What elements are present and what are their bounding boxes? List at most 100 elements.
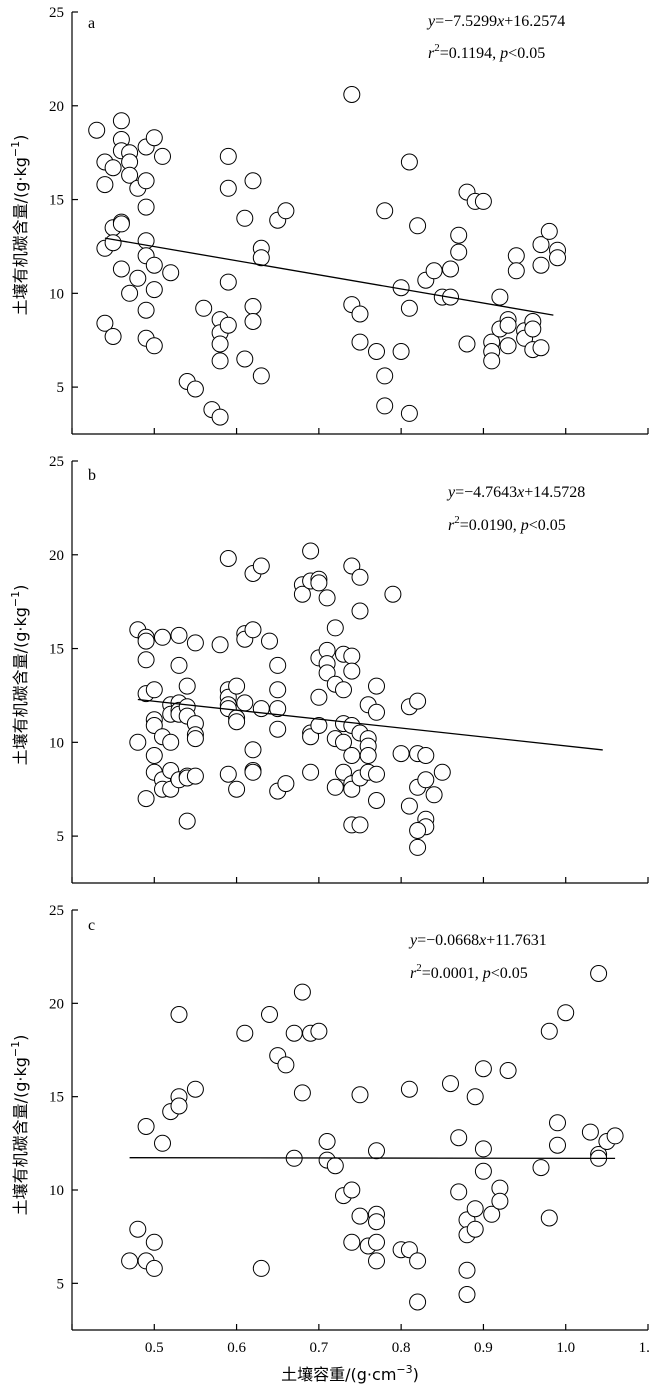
data-point [219,765,237,783]
data-point [186,380,204,398]
data-point [376,202,394,220]
data-point [104,234,122,252]
data-point [376,397,394,415]
data-point [211,352,229,370]
data-point [450,1129,468,1147]
data-point [368,1233,385,1251]
data-point [154,1134,171,1152]
data-point [137,172,155,190]
y-tick-label: 25 [49,903,64,919]
data-point [400,299,418,317]
x-tick-label: 0.7 [309,1340,328,1356]
data-point [409,822,427,839]
data-point [252,1259,270,1277]
data-point [335,681,352,699]
data-point [532,339,550,357]
data-point [129,269,147,287]
data-point [400,797,418,815]
data-point [228,780,246,798]
data-point [96,314,114,332]
data-point [277,775,295,793]
data-point [121,166,139,184]
data-point [178,812,196,830]
data-point [326,1157,344,1175]
regression-line [104,237,554,316]
data-point [491,1192,509,1210]
data-point [442,1075,459,1093]
y-tick-label: 10 [49,286,64,302]
data-point [154,147,171,165]
data-point [104,328,122,345]
data-point [112,215,130,233]
regression-equation: y=−4.7643x+14.5728 [446,484,585,501]
data-point [466,1200,484,1218]
data-point [137,198,155,216]
y-tick-label: 20 [49,548,64,564]
data-point [121,1252,139,1270]
data-point [88,121,106,139]
data-point [532,236,550,254]
panel-c: 5 10 15 20 25 0.5 0.6 0.7 0.8 0.9 1.0 1.1 c y=−0.0668… [9,903,650,1384]
data-point [252,367,270,385]
data-point [170,1006,188,1023]
data-point [409,217,427,235]
data-point [499,337,517,355]
data-point [310,717,328,734]
data-point [277,1056,295,1074]
y-tick-label: 25 [49,5,64,21]
data-point [236,350,254,368]
data-point [474,1140,492,1158]
data-point [409,838,427,856]
data-point [524,320,542,338]
x-tick-label: 1.1 [639,1340,650,1356]
panel-b: 5 10 15 20 25 b y=−4.7643x+14.5728 r2=0.0190, p… [9,454,649,884]
regression-line [129,1157,616,1160]
panel-letter: c [88,917,95,934]
data-point [195,299,213,317]
data-point [293,983,311,1001]
data-point [211,408,229,426]
data-point [417,747,435,764]
data-point [186,730,204,748]
data-point [351,333,369,351]
data-point [483,352,501,370]
data-point [318,589,336,607]
data-point [409,692,427,710]
y-tick-label: 15 [49,193,64,209]
data-point [121,284,139,302]
data-point [145,256,163,274]
data-point [384,585,402,603]
data-point [137,1118,155,1135]
data-point [466,1220,484,1238]
data-point [540,1209,558,1227]
y-tick-label: 20 [49,996,64,1012]
data-point [368,343,385,360]
data-point [145,1259,163,1277]
data-point [252,700,270,718]
data-point [351,1086,369,1104]
regression-equation: y=−0.0668x+11.7631 [408,932,547,949]
x-tick-label: 0.5 [145,1340,164,1356]
data-point [170,656,188,674]
data-point [186,1080,204,1098]
data-point [499,316,517,334]
data-point [310,1022,328,1040]
data-point [277,202,295,220]
data-point [450,1183,468,1201]
data-point [170,1097,188,1115]
y-axis-label: 土壤有机碳含量/(g·kg−1) [9,135,30,316]
data-point [400,1080,418,1098]
data-point [590,965,608,982]
data-point [219,316,237,334]
data-point [137,790,155,808]
data-point [507,262,525,280]
data-point [458,335,476,353]
data-point [269,681,287,699]
data-point [540,222,558,240]
data-point [549,249,566,267]
x-tick-label: 0.9 [474,1340,493,1356]
data-point [351,602,369,620]
y-tick-label: 10 [49,735,64,751]
data-point [318,1133,336,1150]
data-point [368,1213,385,1231]
